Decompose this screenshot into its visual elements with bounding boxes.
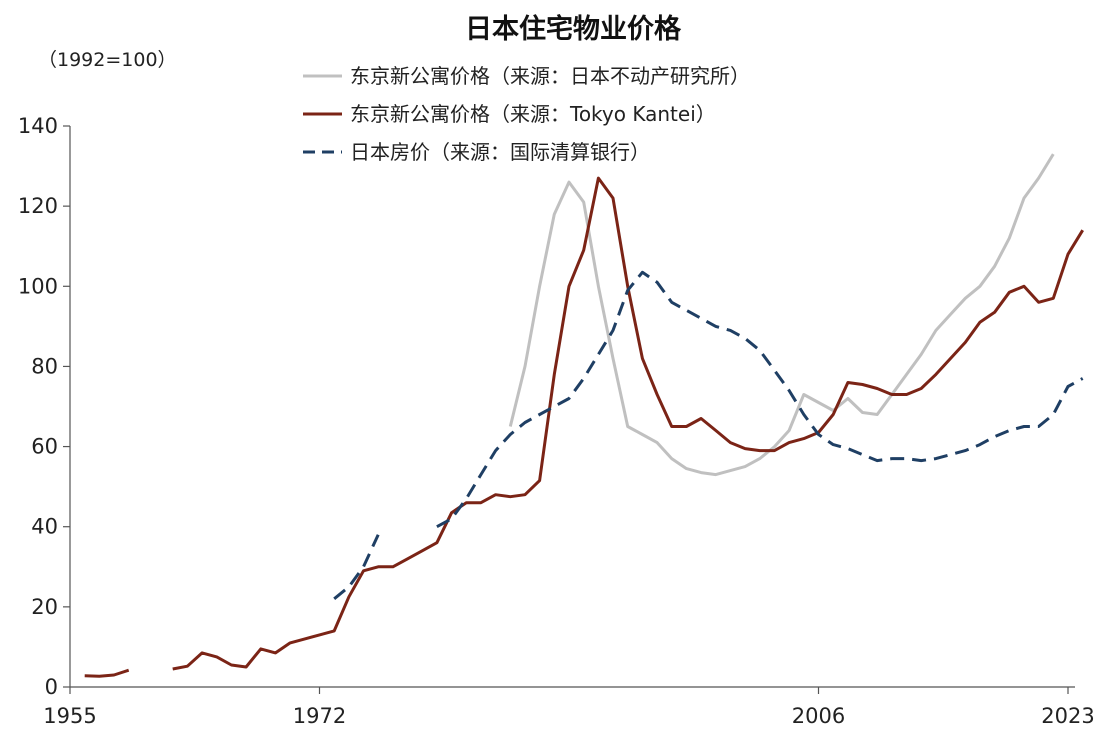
- legend: 东京新公寓价格（来源：日本不动产研究所） 东京新公寓价格（来源：Tokyo Ka…: [303, 64, 750, 164]
- y-tick-label: 80: [31, 354, 58, 378]
- x-tick-label: 1955: [43, 704, 96, 728]
- series-line-1: [508, 153, 1055, 477]
- y-tick-label: 40: [31, 515, 58, 539]
- y-tick-label: 0: [45, 675, 58, 699]
- legend-label-series-1: 东京新公寓价格（来源：日本不动产研究所）: [350, 64, 750, 88]
- series-line-2: [84, 668, 130, 678]
- x-tick-label: 2023: [1041, 704, 1094, 728]
- y-ticks: 0 20 40 60 80 100 120 140: [18, 114, 70, 699]
- y-tick-label: 120: [18, 194, 58, 218]
- y-tick-label: 140: [18, 114, 58, 138]
- series-line-3: [333, 534, 380, 600]
- x-tick-label: 2006: [792, 704, 845, 728]
- chart-title: 日本住宅物业价格: [465, 13, 682, 45]
- y-tick-label: 60: [31, 435, 58, 459]
- unit-label: （1992=100）: [38, 49, 177, 71]
- series-line-2: [172, 176, 1084, 671]
- x-tick-label: 1972: [293, 704, 346, 728]
- legend-label-series-3: 日本房价（来源：国际清算银行）: [350, 140, 650, 164]
- series-line-3: [436, 270, 1084, 529]
- axes: [69, 126, 1075, 688]
- y-tick-label: 100: [18, 274, 58, 298]
- series-layer: [84, 153, 1084, 678]
- x-ticks: 1955 1972 2006 2023: [43, 687, 1095, 728]
- legend-label-series-2: 东京新公寓价格（来源：Tokyo Kantei）: [350, 102, 716, 126]
- y-tick-label: 20: [31, 595, 58, 619]
